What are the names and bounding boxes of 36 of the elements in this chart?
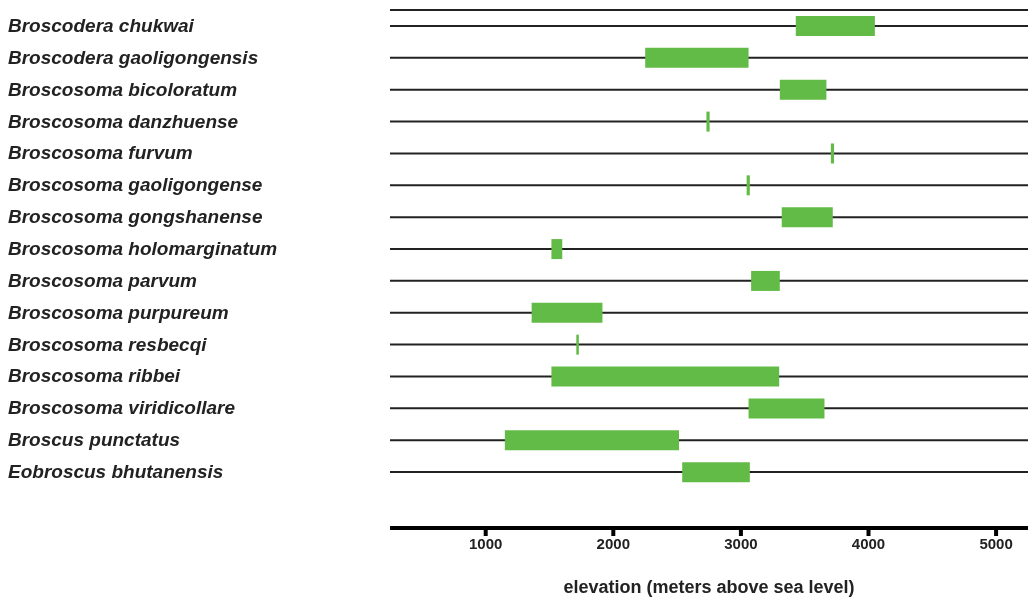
y-tick-label: Broscosoma purpureum xyxy=(8,301,229,323)
y-tick-label: Broscosoma parvum xyxy=(8,269,198,291)
bar xyxy=(746,175,750,196)
bar xyxy=(551,239,563,260)
x-tick-label: 1000 xyxy=(469,534,503,552)
bar xyxy=(795,16,875,36)
y-tick-label: Broscodera gaoligongensis xyxy=(8,46,259,68)
bar xyxy=(779,79,827,100)
bar xyxy=(682,462,750,483)
y-tick-label: Broscosoma furvum xyxy=(8,142,193,164)
bar xyxy=(551,366,780,387)
y-tick-label: Broscus punctatus xyxy=(8,429,181,451)
x-tick-label: 3000 xyxy=(724,534,758,552)
x-tick-label: 5000 xyxy=(979,534,1013,552)
x-axis-title: elevation (meters above sea level) xyxy=(563,577,855,597)
y-tick-label: Broscosoma danzhuense xyxy=(8,110,239,132)
x-tick-label: 4000 xyxy=(851,534,886,552)
y-tick-label: Broscosoma bicoloratum xyxy=(8,78,238,100)
y-tick-label: Broscosoma ribbei xyxy=(8,365,181,387)
y-tick-label: Broscosoma viridicollare xyxy=(8,397,236,419)
bar xyxy=(504,430,680,451)
y-tick-label: Broscosoma gaoligongense xyxy=(8,174,263,196)
y-tick-label: Broscosoma holomarginatum xyxy=(8,238,278,259)
y-tick-label: Broscosoma gongshanense xyxy=(8,206,263,228)
y-tick-label: Broscodera chukwai xyxy=(8,14,195,36)
bar xyxy=(751,270,780,291)
bar xyxy=(576,334,579,355)
bar xyxy=(531,302,603,323)
y-tick-label: Broscosoma resbecqi xyxy=(8,333,208,355)
x-tick-label: 2000 xyxy=(596,534,630,552)
bar xyxy=(781,207,833,228)
bar xyxy=(830,143,835,164)
bar xyxy=(645,47,749,68)
y-tick-label: Eobroscus bhutanensis xyxy=(8,461,224,483)
bar xyxy=(706,111,710,132)
bar xyxy=(748,398,825,419)
